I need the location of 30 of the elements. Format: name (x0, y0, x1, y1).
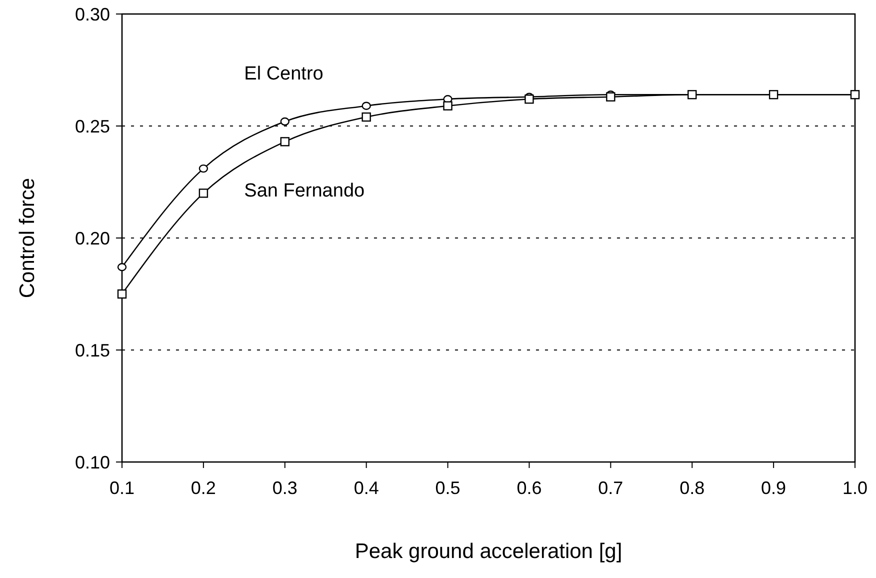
y-tick-label: 0.10 (74, 452, 110, 472)
point (280, 137, 290, 146)
x-tick-label: 0.2 (190, 478, 216, 498)
x-tick-label: 0.4 (354, 478, 379, 498)
point (606, 92, 616, 102)
series-label: El Centro (244, 64, 324, 85)
point (198, 164, 208, 173)
y-tick-label: 0.30 (74, 4, 110, 24)
y-tick-label: 0.20 (74, 228, 110, 248)
y-tick-label: 0.25 (74, 116, 110, 136)
y-tick-label: 0.15 (74, 340, 110, 360)
point (117, 289, 127, 299)
x-tick-label: 0.7 (598, 478, 624, 498)
point (280, 117, 290, 126)
x-tick-label: 0.8 (680, 478, 705, 498)
x-tick-label: 0.6 (516, 478, 542, 498)
point (362, 112, 371, 122)
x-axis-title: Peak ground acceleration [g] (354, 540, 622, 563)
point (362, 102, 371, 110)
y-axis-title: Control force (16, 178, 39, 298)
point (117, 263, 127, 272)
x-tick-label: 1.0 (842, 478, 868, 498)
x-tick-label: 0.1 (109, 478, 135, 498)
x-tick-label: 0.3 (272, 478, 298, 498)
point (524, 94, 534, 104)
series-label: San Fernando (244, 180, 365, 202)
point (443, 101, 452, 110)
x-tick-label: 0.9 (761, 478, 786, 498)
x-tick-label: 0.5 (435, 478, 460, 498)
point (198, 188, 208, 198)
